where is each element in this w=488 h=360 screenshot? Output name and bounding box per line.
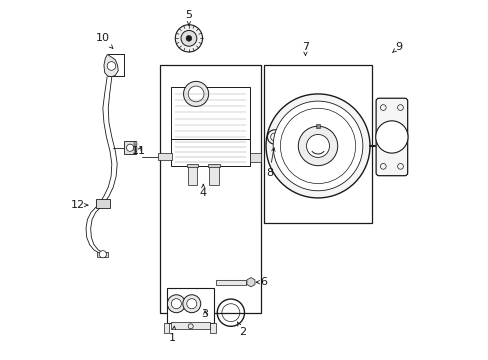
Bar bbox=[163, 323, 169, 333]
Text: 5: 5 bbox=[185, 10, 192, 26]
Circle shape bbox=[280, 108, 355, 184]
Bar bbox=[134, 149, 137, 151]
Text: 7: 7 bbox=[301, 42, 308, 55]
Circle shape bbox=[273, 101, 362, 191]
Circle shape bbox=[99, 251, 106, 258]
Bar bbox=[134, 147, 137, 149]
Bar bbox=[215, 280, 246, 285]
Text: 2: 2 bbox=[237, 322, 246, 337]
Bar bbox=[186, 164, 198, 167]
Polygon shape bbox=[104, 54, 118, 77]
Bar bbox=[171, 322, 210, 329]
Text: 4: 4 bbox=[199, 184, 206, 198]
Bar bbox=[96, 199, 110, 208]
Circle shape bbox=[188, 86, 203, 102]
Bar bbox=[158, 153, 172, 160]
Bar bbox=[209, 165, 218, 185]
Bar bbox=[134, 152, 137, 154]
Text: 1: 1 bbox=[169, 326, 176, 343]
Bar bbox=[249, 153, 260, 162]
Text: 6: 6 bbox=[256, 277, 267, 287]
FancyBboxPatch shape bbox=[375, 98, 407, 176]
Bar bbox=[124, 141, 136, 154]
Bar bbox=[160, 65, 260, 313]
Text: 8: 8 bbox=[265, 148, 274, 178]
Bar bbox=[171, 139, 249, 166]
Bar bbox=[134, 141, 137, 144]
Bar bbox=[171, 87, 249, 140]
Circle shape bbox=[126, 144, 133, 151]
Bar bbox=[208, 164, 219, 167]
Bar bbox=[134, 144, 137, 146]
Circle shape bbox=[183, 295, 201, 313]
Text: 10: 10 bbox=[96, 33, 113, 48]
Circle shape bbox=[186, 299, 196, 309]
Bar bbox=[210, 323, 215, 333]
Circle shape bbox=[107, 62, 116, 70]
Bar bbox=[316, 124, 319, 128]
Bar bbox=[97, 252, 108, 257]
Text: 12: 12 bbox=[71, 200, 88, 210]
Bar bbox=[167, 288, 214, 323]
Circle shape bbox=[375, 121, 407, 153]
Circle shape bbox=[167, 295, 185, 313]
Circle shape bbox=[183, 81, 208, 107]
Circle shape bbox=[265, 94, 369, 198]
Circle shape bbox=[306, 134, 329, 157]
Bar bbox=[187, 165, 197, 185]
Text: 3: 3 bbox=[201, 310, 208, 319]
Circle shape bbox=[298, 126, 337, 166]
Bar bbox=[264, 65, 371, 223]
Circle shape bbox=[171, 299, 181, 309]
Circle shape bbox=[185, 36, 191, 41]
Circle shape bbox=[181, 31, 196, 46]
Text: 11: 11 bbox=[131, 146, 145, 156]
Text: 9: 9 bbox=[391, 42, 402, 53]
Circle shape bbox=[175, 25, 202, 52]
